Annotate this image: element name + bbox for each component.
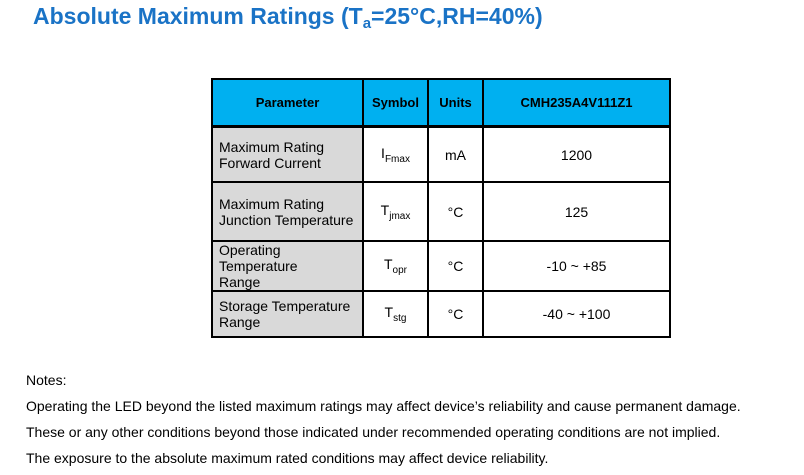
parameter-line: Range xyxy=(219,314,261,330)
parameter-cell: Maximum Rating Junction Temperature xyxy=(211,181,364,242)
parameter-line: Junction Temperature xyxy=(219,211,354,228)
symbol-subscript: stg xyxy=(393,313,407,324)
parameter-line: Forward Current xyxy=(219,154,321,171)
symbol-letter: I xyxy=(381,144,385,161)
title-subscript: a xyxy=(362,15,372,32)
title-main: Absolute Maximum Ratings (T xyxy=(33,3,363,29)
table-header-row: Parameter Symbol Units CMH235A4V111Z1 xyxy=(211,78,671,128)
table-row: Operating Temperature Range Topr °C -10 ~… xyxy=(211,240,671,292)
symbol-letter: T xyxy=(380,201,390,218)
parameter-line: Storage Temperature xyxy=(219,298,351,314)
parameter-cell: Maximum Rating Forward Current xyxy=(211,125,364,183)
symbol-subscript: jmax xyxy=(389,210,411,222)
parameter-line: Operating Temperature xyxy=(219,242,298,274)
symbol-subscript: opr xyxy=(392,265,407,276)
unit-cell: °C xyxy=(427,181,484,242)
value-cell: -40 ~ +100 xyxy=(482,290,671,338)
symbol-cell: Tstg xyxy=(362,290,429,338)
parameter-line: Range xyxy=(219,274,261,290)
note-line: These or any other conditions beyond tho… xyxy=(26,424,721,440)
symbol-cell: Topr xyxy=(362,240,429,292)
parameter-line: Maximum Rating xyxy=(219,195,325,212)
value-cell: 1200 xyxy=(482,125,671,183)
parameter-cell: Storage Temperature Range xyxy=(211,290,364,338)
header-model: CMH235A4V111Z1 xyxy=(482,78,671,128)
table-row: Maximum Rating Junction Temperature Tjmax… xyxy=(211,181,671,242)
table-row: Storage Temperature Range Tstg °C -40 ~ +… xyxy=(211,290,671,338)
symbol-cell: Tjmax xyxy=(362,181,429,242)
symbol-cell: IFmax xyxy=(362,125,429,183)
header-units: Units xyxy=(427,78,484,128)
symbol-letter: T xyxy=(383,256,393,272)
parameter-cell: Operating Temperature Range xyxy=(211,240,364,292)
notes-heading: Notes: xyxy=(26,372,67,388)
header-parameter: Parameter xyxy=(211,78,364,128)
value-cell: 125 xyxy=(482,181,671,242)
title-rest: =25°C,RH=40%) xyxy=(371,3,543,29)
unit-cell: mA xyxy=(427,125,484,183)
symbol-subscript: Fmax xyxy=(384,153,410,165)
value-cell: -10 ~ +85 xyxy=(482,240,671,292)
header-symbol: Symbol xyxy=(362,78,429,128)
page-title: Absolute Maximum Ratings (Ta=25°C,RH=40%… xyxy=(33,3,543,32)
notes-section: Notes: Operating the LED beyond the list… xyxy=(26,371,741,475)
unit-cell: °C xyxy=(427,240,484,292)
note-line: The exposure to the absolute maximum rat… xyxy=(26,450,549,466)
parameter-line: Maximum Rating xyxy=(219,138,325,155)
symbol-letter: T xyxy=(384,304,394,320)
note-line: Operating the LED beyond the listed maxi… xyxy=(26,398,741,414)
ratings-table: Parameter Symbol Units CMH235A4V111Z1 Ma… xyxy=(211,78,671,338)
table-row: Maximum Rating Forward Current IFmax mA 1… xyxy=(211,125,671,183)
unit-cell: °C xyxy=(427,290,484,338)
